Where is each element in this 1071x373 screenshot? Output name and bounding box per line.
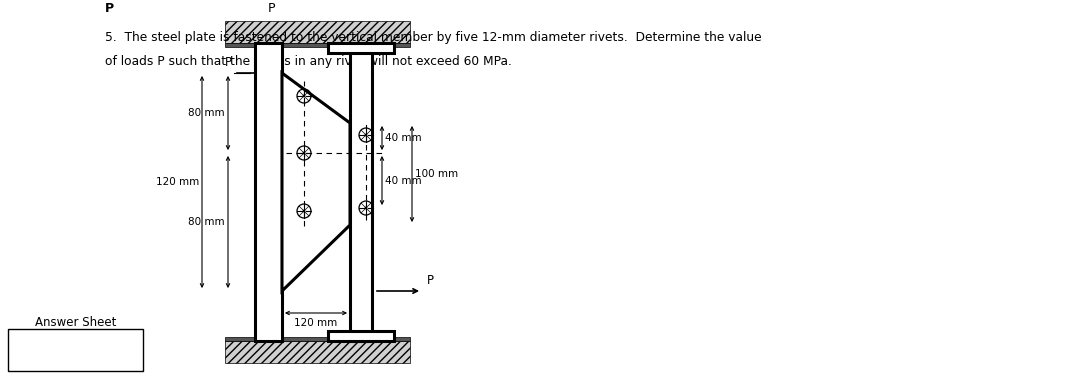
Text: 120 mm: 120 mm <box>295 318 337 328</box>
Bar <box>255 43 282 341</box>
Text: P: P <box>427 274 434 287</box>
Text: of loads P such that the stress in any rivet will not exceed 60 MPa.: of loads P such that the stress in any r… <box>105 55 512 68</box>
Circle shape <box>364 134 367 137</box>
Bar <box>225 21 410 43</box>
Text: 5.  The steel plate is fastened to the vertical member by five 12-mm diameter ri: 5. The steel plate is fastened to the ve… <box>105 31 761 44</box>
Bar <box>328 331 394 341</box>
Text: 100 mm: 100 mm <box>414 169 458 179</box>
Circle shape <box>303 210 305 212</box>
Text: Answer Sheet: Answer Sheet <box>35 316 116 329</box>
Bar <box>350 43 372 341</box>
Text: 120 mm: 120 mm <box>155 177 199 187</box>
Text: 40 mm: 40 mm <box>384 176 422 185</box>
Text: 40 mm: 40 mm <box>384 133 422 143</box>
Text: P: P <box>268 2 275 15</box>
Bar <box>225 43 410 47</box>
Text: P: P <box>105 2 115 15</box>
Circle shape <box>303 151 305 154</box>
Text: 80 mm: 80 mm <box>188 217 225 227</box>
Circle shape <box>364 207 367 209</box>
Bar <box>7 329 144 371</box>
Text: 80 mm: 80 mm <box>188 108 225 118</box>
Bar <box>225 337 410 341</box>
Bar <box>328 43 394 53</box>
Circle shape <box>303 95 305 97</box>
Polygon shape <box>282 73 350 291</box>
Bar <box>225 341 410 363</box>
Text: P: P <box>225 56 231 69</box>
